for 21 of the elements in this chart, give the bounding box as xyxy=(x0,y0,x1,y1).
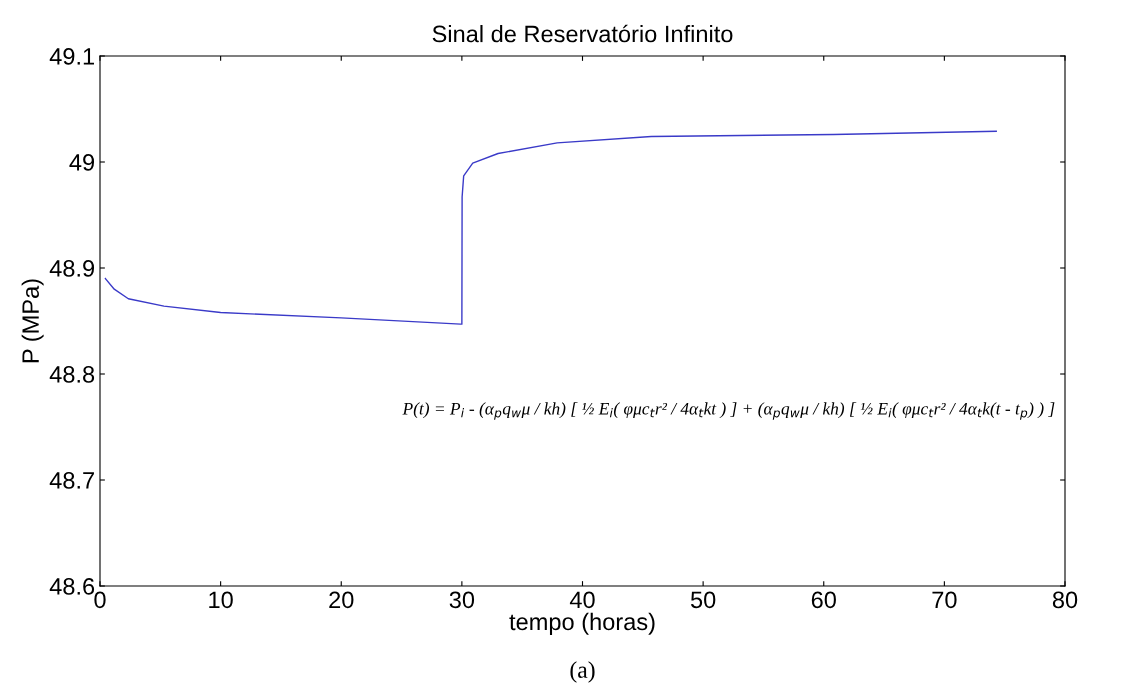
y-tick-label: 48.7 xyxy=(49,472,94,489)
y-tick-label: 49.1 xyxy=(49,48,94,65)
y-tick-label: 49 xyxy=(69,154,95,171)
text: (a) xyxy=(570,661,595,683)
x-tick-label: 30 xyxy=(449,591,475,609)
x-tick-label: 20 xyxy=(329,591,354,609)
x-tick-label: 60 xyxy=(811,591,836,609)
y-axis-title: P (MPa) xyxy=(21,279,44,363)
chart-title: Sinal de Reservatório Infinito xyxy=(432,24,733,43)
x-tick-label: 70 xyxy=(932,591,957,609)
y-tick-label: 48.9 xyxy=(49,260,95,277)
line-series xyxy=(104,130,997,325)
x-tick-label: 10 xyxy=(209,591,233,609)
x-axis-title: tempo (horas) xyxy=(509,612,655,635)
text: P(t) = P$_{i}$ - (α$_{p}$q$_{w}$μ / kh) [ ½ E$_{i}$( φμc$_{t}$r² / 4α$_{t}$kt ) ] + (α$_{p}$q$_{w}$μ / kh) [ ½ E$_{i}$( φμc$_{t}$r² / 4α$_{t}$k(t - t$_{p}$) ) ] xyxy=(402,402,1055,420)
x-tick-label: 80 xyxy=(1052,591,1078,609)
y-tick-label: 48.8 xyxy=(49,366,95,383)
x-tick-label: 40 xyxy=(569,591,595,609)
y-tick-label: 48.6 xyxy=(49,578,95,595)
x-tick-label: 0 xyxy=(94,591,106,609)
x-tick-label: 50 xyxy=(690,591,716,609)
